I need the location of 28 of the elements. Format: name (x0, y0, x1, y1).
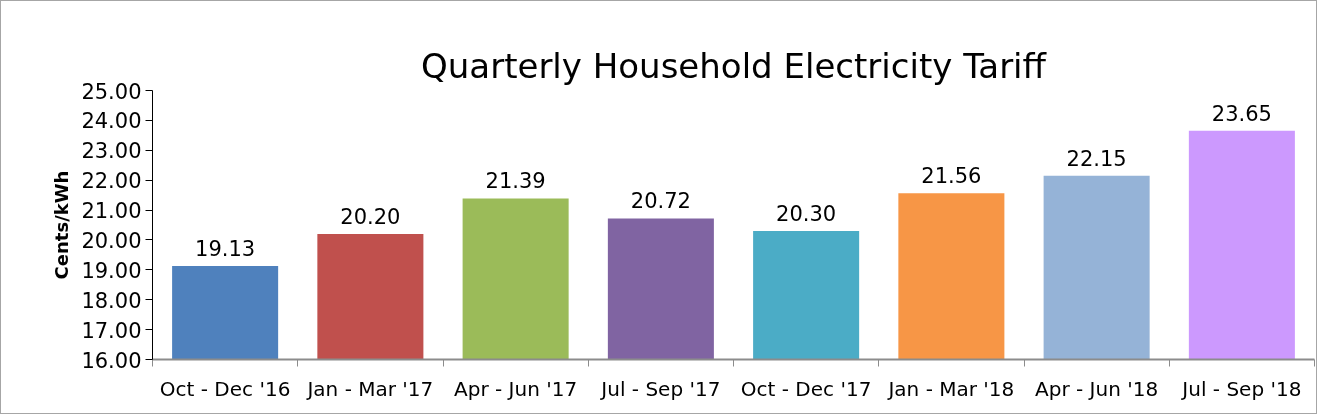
x-tick-label: Apr - Jun '18 (1035, 376, 1159, 401)
y-tick-label: 20.00 (81, 228, 142, 253)
x-tick-label: Jan - Mar '18 (886, 376, 1015, 401)
x-tick-label: Oct - Dec '16 (159, 376, 291, 401)
data-label: 21.39 (485, 169, 546, 194)
x-tick-label: Oct - Dec '17 (740, 376, 872, 401)
y-tick-label: 17.00 (81, 318, 142, 343)
y-tick-label: 19.00 (81, 258, 142, 283)
y-tick-label: 18.00 (81, 288, 142, 313)
data-label: 20.72 (630, 189, 691, 214)
data-label: 20.20 (340, 204, 401, 229)
chart-title: Quarterly Household Electricity Tariff (421, 45, 1048, 86)
y-tick-label: 23.00 (81, 139, 142, 164)
x-tick-label: Jul - Sep '17 (599, 376, 721, 401)
data-label: 19.13 (195, 236, 256, 261)
data-label: 21.56 (921, 164, 982, 189)
y-tick-label: 21.00 (81, 199, 142, 224)
y-tick-label: 16.00 (81, 348, 142, 373)
data-label: 22.15 (1066, 146, 1127, 171)
data-label: 23.65 (1211, 101, 1272, 126)
y-tick-label: 24.00 (81, 109, 142, 134)
x-tick-label: Apr - Jun '17 (454, 376, 578, 401)
y-tick-label: 25.00 (81, 79, 142, 104)
x-tick-label: Jul - Sep '18 (1180, 376, 1302, 401)
data-label: 20.30 (776, 201, 837, 226)
y-tick-label: 22.00 (81, 169, 142, 194)
x-tick-label: Jan - Mar '17 (305, 376, 434, 401)
y-axis-title: Cents/kWh (51, 170, 73, 280)
